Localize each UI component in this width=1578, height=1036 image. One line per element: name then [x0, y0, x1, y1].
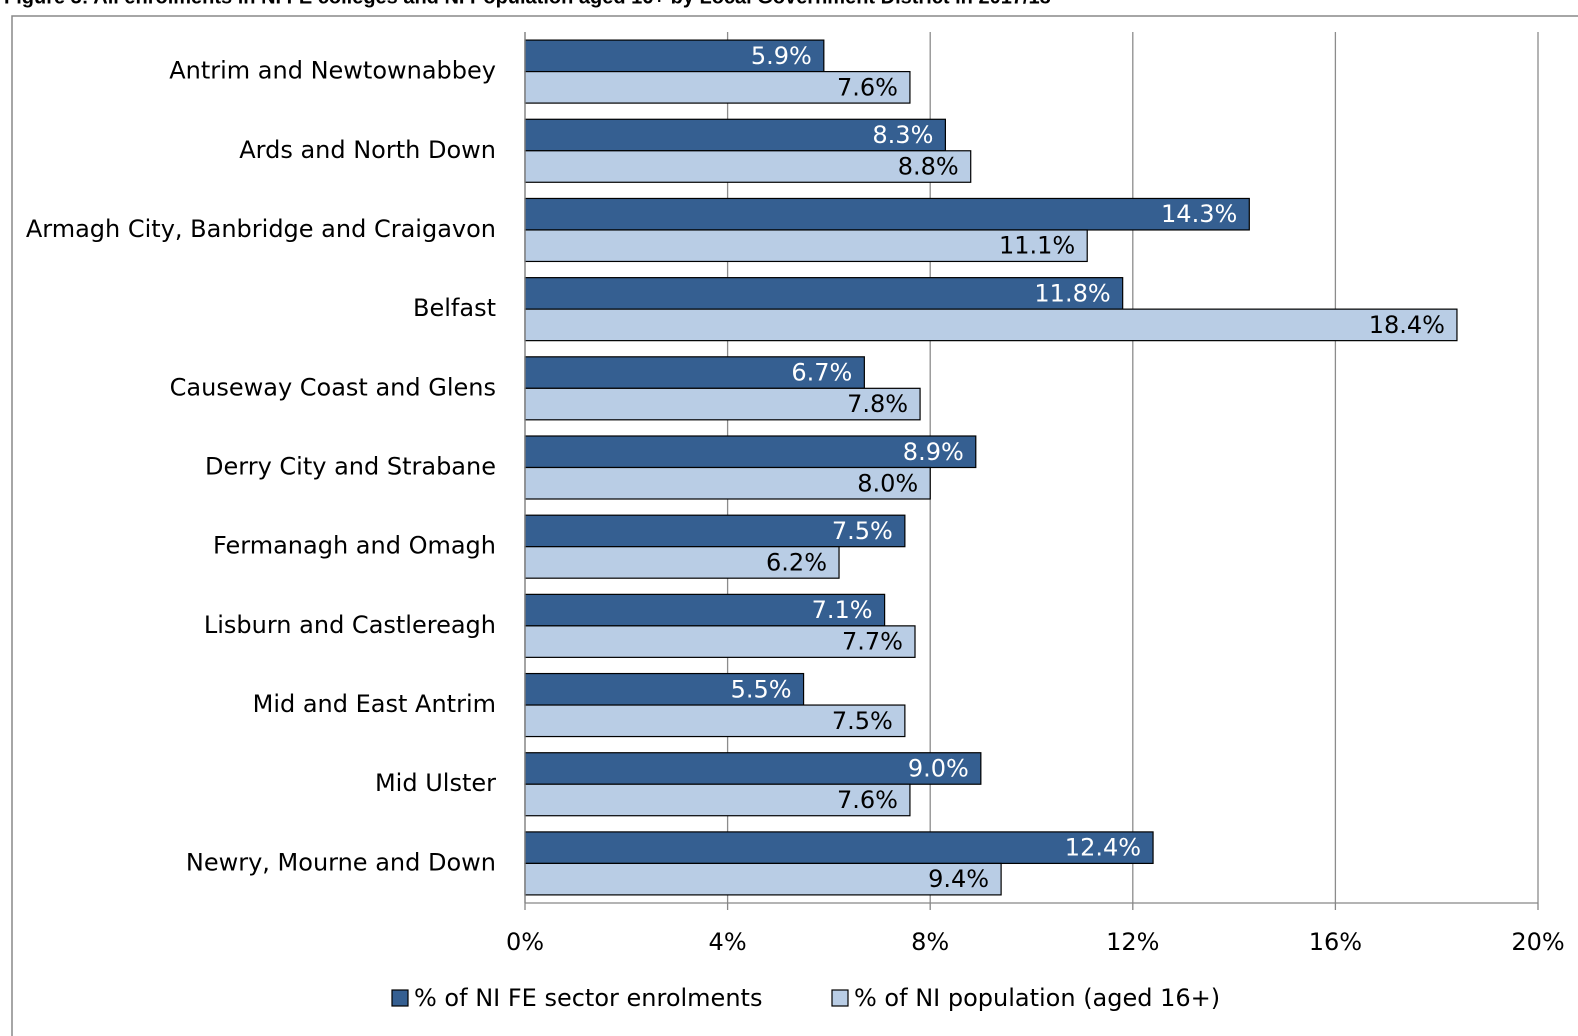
chart-border: [11, 15, 1578, 1036]
y-tick-label: Antrim and Newtownabbey: [169, 57, 496, 85]
bar: [524, 672, 805, 706]
data-label: 12.4%: [1065, 834, 1141, 862]
data-label: 7.6%: [837, 73, 898, 101]
data-label: 18.4%: [1369, 311, 1445, 339]
legend-swatch: [831, 989, 849, 1007]
y-tick-label: Fermanagh and Omagh: [213, 532, 496, 560]
y-tick-label: Newry, Mourne and Down: [186, 848, 496, 876]
y-tick-label: Mid Ulster: [375, 769, 496, 797]
bar: [524, 229, 1088, 263]
y-tick-label: Mid and East Antrim: [253, 690, 496, 718]
data-label: 11.1%: [999, 232, 1075, 260]
legend-label: % of NI population (aged 16+): [854, 984, 1220, 1012]
bar: [524, 39, 825, 73]
x-tick-label: 8%: [911, 928, 949, 956]
bar: [524, 70, 911, 104]
data-label: 7.5%: [832, 707, 893, 735]
y-tick-label: Ards and North Down: [239, 136, 496, 164]
bar: [524, 862, 1002, 896]
data-label: 5.5%: [731, 675, 792, 703]
data-label: 7.1%: [812, 596, 873, 624]
data-label: 6.7%: [791, 359, 852, 387]
bar: [524, 704, 906, 738]
legend-label: % of NI FE sector enrolments: [414, 984, 762, 1012]
bar: [524, 277, 1124, 310]
bar: [524, 514, 906, 548]
bar: [524, 308, 1458, 342]
data-label: 9.4%: [928, 865, 989, 893]
bar: [524, 435, 977, 469]
data-label: 8.8%: [898, 153, 959, 181]
data-label: 7.7%: [842, 628, 903, 656]
y-tick-label: Derry City and Strabane: [205, 453, 496, 481]
x-tick-label: 0%: [506, 928, 544, 956]
x-tick-label: 16%: [1309, 928, 1362, 956]
bar: [524, 831, 1154, 865]
data-label: 9.0%: [908, 754, 969, 782]
data-label: 14.3%: [1161, 200, 1237, 228]
y-tick-label: Lisburn and Castlereagh: [204, 611, 496, 639]
x-tick-label: 20%: [1511, 928, 1564, 956]
data-label: 11.8%: [1034, 279, 1110, 307]
x-tick-label: 4%: [709, 928, 747, 956]
bar: [524, 387, 921, 421]
bar: [524, 118, 946, 152]
bar: [524, 356, 865, 389]
y-tick-label: Armagh City, Banbridge and Craigavon: [26, 215, 496, 243]
data-label: 8.9%: [903, 438, 964, 466]
bar: [524, 752, 982, 785]
x-tick-label: 12%: [1106, 928, 1159, 956]
data-label: 7.8%: [847, 390, 908, 418]
data-label: 7.6%: [837, 786, 898, 814]
data-label: 8.3%: [872, 121, 933, 149]
y-tick-label: Belfast: [413, 294, 496, 322]
data-label: 5.9%: [751, 42, 812, 70]
data-label: 7.5%: [832, 517, 893, 545]
y-tick-label: Causeway Coast and Glens: [170, 373, 496, 401]
bar: [524, 150, 972, 183]
bar: [524, 197, 1250, 231]
bar: [524, 593, 886, 627]
data-label: 8.0%: [857, 469, 918, 497]
data-label: 6.2%: [766, 548, 827, 576]
chart-title: Figure 3: All enrolments in NI FE colleg…: [4, 0, 1051, 8]
bar: [524, 466, 931, 500]
legend-swatch: [391, 989, 409, 1007]
bar: [524, 783, 911, 817]
